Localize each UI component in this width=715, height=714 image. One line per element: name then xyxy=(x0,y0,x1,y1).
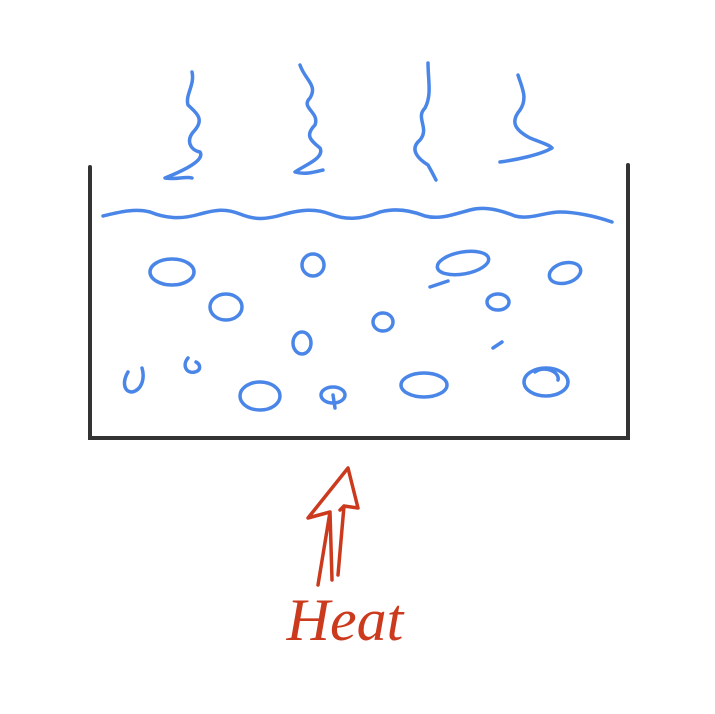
pot xyxy=(88,163,630,440)
steam xyxy=(163,61,554,182)
water-surface xyxy=(101,206,614,224)
heat-arrow xyxy=(306,466,360,587)
heat-label: Heat xyxy=(286,587,405,653)
bubbles xyxy=(122,249,583,412)
